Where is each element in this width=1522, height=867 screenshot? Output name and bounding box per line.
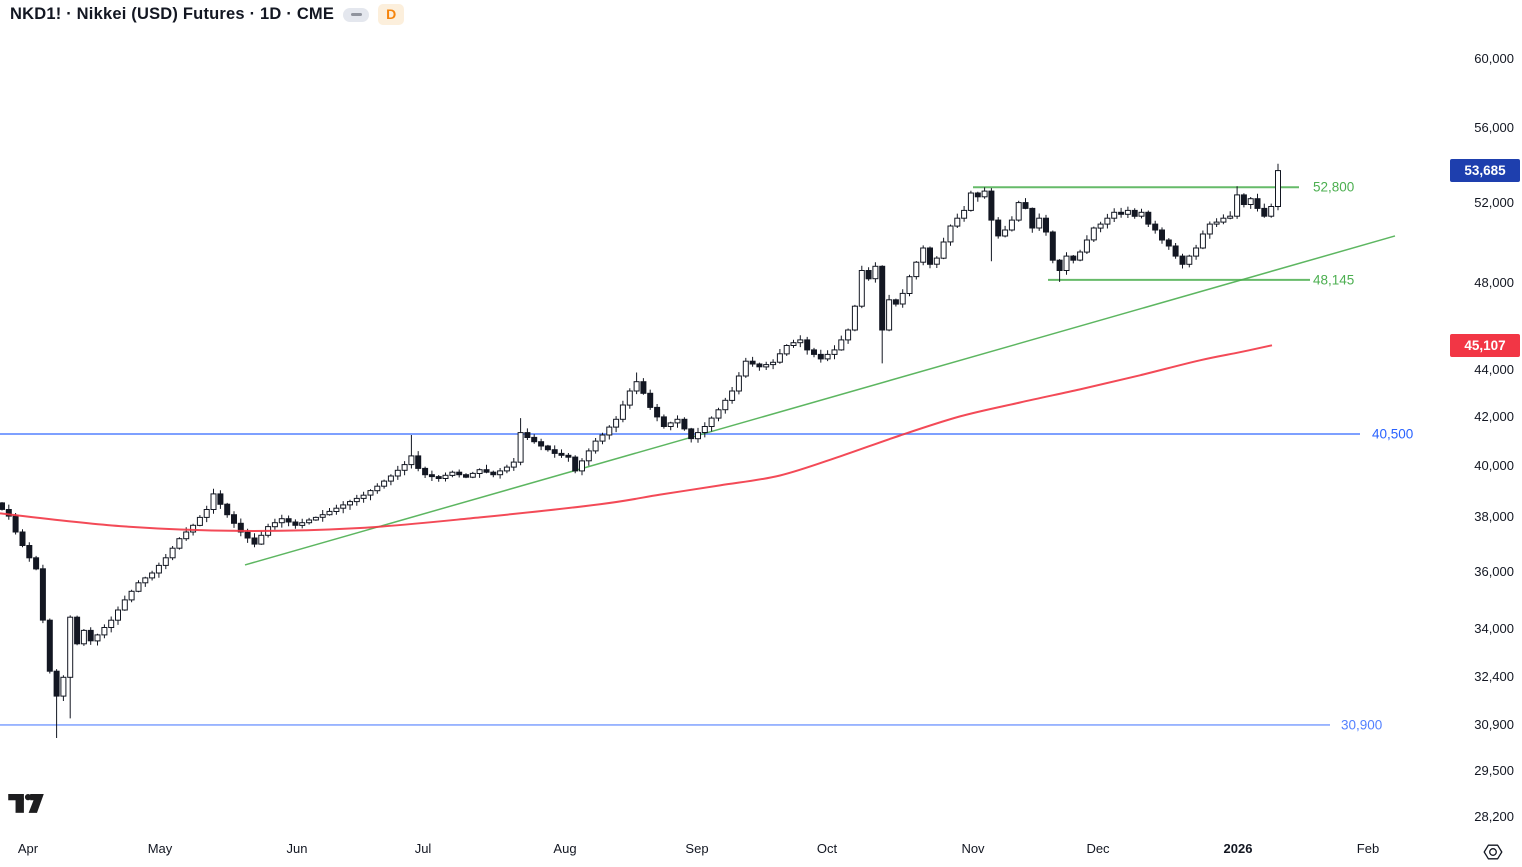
y-axis-tick: 48,000: [1474, 274, 1514, 290]
minus-icon: [350, 13, 362, 16]
y-axis-tick: 56,000: [1474, 120, 1514, 136]
tradingview-logo[interactable]: [8, 794, 44, 822]
tradingview-logo-icon: [8, 794, 44, 813]
y-axis-tick: 38,000: [1474, 509, 1514, 525]
hide-indicator-button[interactable]: [343, 7, 370, 22]
y-axis-tick: 36,000: [1474, 563, 1514, 579]
x-axis-label: Dec: [1086, 841, 1110, 856]
x-axis-label: Jul: [414, 841, 432, 856]
level-label-blue-lower: 30,900: [1341, 717, 1383, 733]
y-axis-tick: 29,500: [1474, 763, 1514, 779]
x-axis-label: May: [147, 841, 173, 856]
y-axis-tick: 34,000: [1474, 620, 1514, 636]
x-axis-label: Jun: [286, 841, 308, 856]
symbol-title[interactable]: NKD1! · Nikkei (USD) Futures · 1D · CME: [10, 5, 335, 23]
level-label-support: 48,145: [1313, 272, 1355, 288]
x-axis-label: Aug: [553, 841, 577, 856]
x-axis-label: Sep: [685, 841, 709, 856]
level-label-resistance: 52,800: [1313, 179, 1355, 195]
symbol-legend: NKD1! · Nikkei (USD) Futures · 1D · CME …: [10, 4, 405, 25]
y-axis-tick: 44,000: [1474, 362, 1514, 378]
y-axis-tick: 52,000: [1474, 194, 1514, 210]
y-axis-tick: 60,000: [1474, 51, 1514, 66]
y-axis-tick: 42,000: [1474, 408, 1514, 424]
gear-icon[interactable]: [1483, 842, 1503, 867]
x-axis-label: 2026: [1223, 841, 1253, 856]
y-axis-tick: 30,900: [1474, 716, 1514, 732]
x-axis-label: Oct: [816, 841, 838, 856]
y-axis-tick: 40,000: [1474, 457, 1514, 473]
x-axis-label: Nov: [961, 841, 985, 856]
level-label-blue-upper: 40,500: [1372, 426, 1414, 442]
price-axis[interactable]: 60,000 56,000 52,000 48,000 44,000 42,000 40,0…: [1448, 0, 1522, 865]
last-price-badge: 53,685: [1450, 159, 1520, 183]
y-axis-tick: 32,400: [1474, 669, 1514, 685]
y-axis-tick: 28,200: [1474, 808, 1514, 824]
time-axis[interactable]: Apr May Jun Jul Aug Sep Oct Nov Dec 2026 Feb: [0, 832, 1448, 865]
x-axis-label: Apr: [17, 841, 39, 856]
interval-badge[interactable]: D: [378, 4, 405, 25]
ma-price-badge: 45,107: [1450, 333, 1520, 357]
x-axis-label: Feb: [1356, 841, 1380, 856]
